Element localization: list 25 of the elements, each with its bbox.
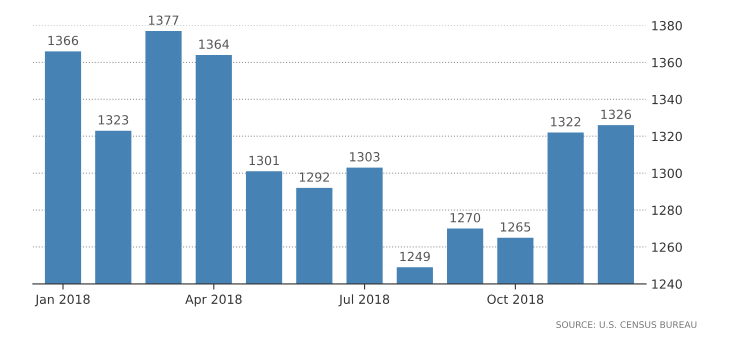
data-label: 1270: [450, 212, 480, 222]
y-tick-label: 1360: [652, 58, 682, 68]
y-tick-label: 1340: [652, 94, 682, 104]
data-label: 1366: [48, 36, 78, 46]
x-tick-label: Jul 2018: [338, 294, 390, 306]
data-label: 1265: [500, 222, 530, 232]
data-label: 1364: [199, 39, 229, 49]
x-tick-label: Apr 2018: [185, 294, 242, 306]
source-note: SOURCE: U.S. CENSUS BUREAU: [556, 321, 696, 328]
y-tick-label: 1380: [652, 20, 682, 30]
data-label: 1292: [300, 172, 329, 182]
data-label: 1377: [149, 15, 178, 25]
data-label: 1303: [350, 152, 380, 162]
y-tick-label: 1300: [652, 168, 682, 178]
y-tick-label: 1280: [652, 206, 682, 215]
data-label: 1249: [400, 252, 430, 262]
data-label: 1301: [250, 156, 279, 166]
y-tick-label: 1320: [652, 132, 682, 142]
y-tick-label: 1240: [652, 279, 682, 289]
data-label: 1323: [98, 115, 128, 125]
x-tick-label: Jan 2018: [34, 294, 90, 306]
y-tick-label: 1260: [652, 242, 682, 252]
data-label: 1322: [551, 116, 580, 126]
data-label: 1326: [601, 110, 632, 120]
x-tick-label: Oct 2018: [487, 294, 544, 304]
